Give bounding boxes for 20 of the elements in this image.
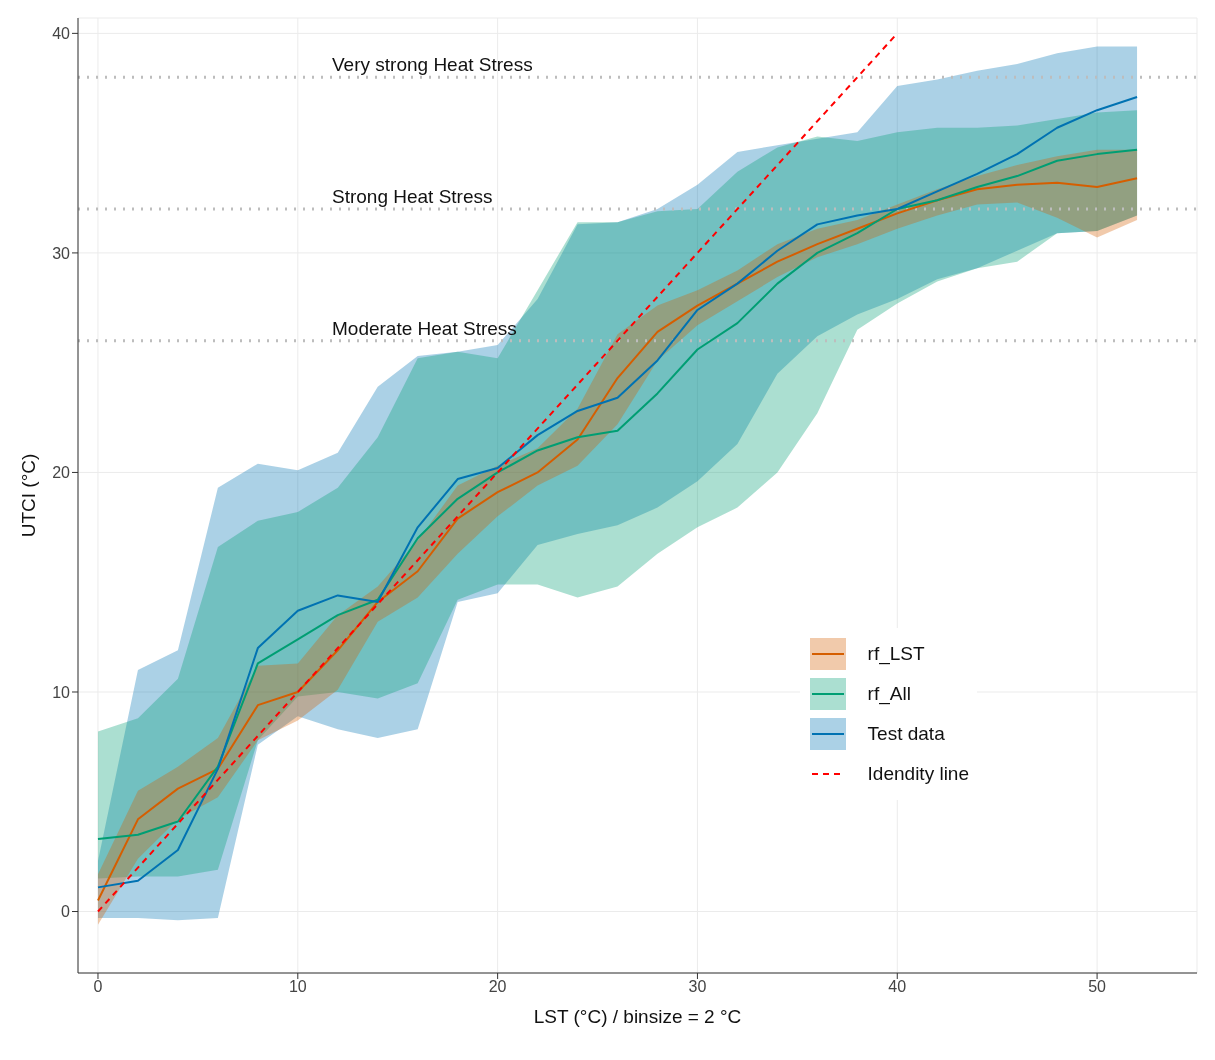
legend-label: Test data	[867, 723, 945, 745]
legend-label: rf_All	[867, 683, 911, 705]
y-tick-label: 40	[52, 25, 71, 43]
x-axis-title: LST (°C) / binsize = 2 °C	[533, 1006, 742, 1027]
x-tick-label: 10	[288, 978, 307, 996]
ref-line-label: Strong Heat Stress	[332, 186, 493, 207]
y-axis-title: UTCI (°C)	[17, 453, 39, 538]
x-tick-label: 30	[688, 978, 707, 996]
x-tick-label: 0	[93, 978, 103, 996]
legend-label: rf_LST	[867, 643, 925, 665]
ref-line-label: Very strong Heat Stress	[332, 54, 533, 76]
x-tick-label: 50	[1088, 978, 1107, 996]
x-tick-label: 40	[888, 978, 907, 996]
ref-line-label: Moderate Heat Stress	[332, 317, 517, 339]
y-tick-label: 0	[61, 903, 71, 921]
y-tick-label: 20	[52, 464, 71, 482]
x-tick-label: 20	[488, 978, 507, 996]
legend-label: Idendity line	[867, 763, 969, 785]
y-tick-label: 10	[52, 683, 71, 701]
y-tick-label: 30	[52, 244, 71, 262]
